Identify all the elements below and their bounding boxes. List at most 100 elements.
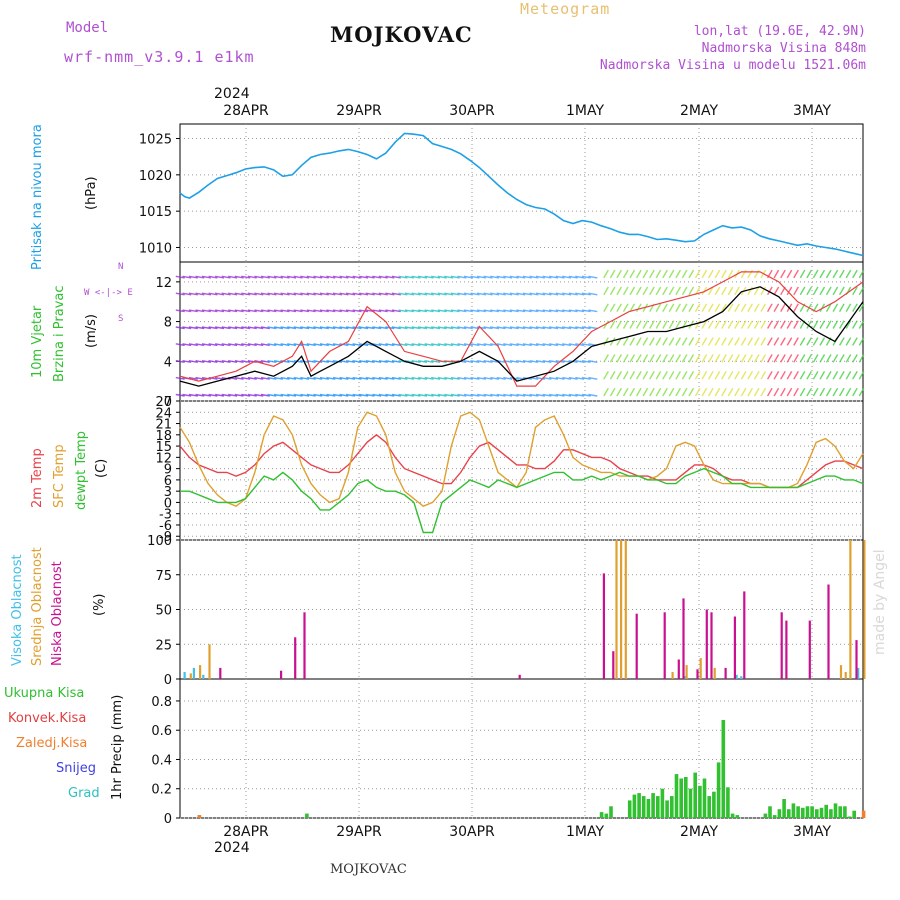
wind-arrow (234, 343, 244, 347)
wind-arrow (326, 343, 336, 347)
ytick-label-temperature: 3 (164, 485, 172, 500)
wind-arrow (228, 343, 238, 347)
wind-arrow (339, 292, 349, 296)
wind-arrow (457, 292, 467, 296)
ytick-label-precipitation: 0.8 (151, 695, 172, 710)
wind-arrow (681, 354, 688, 363)
cloud-bar-2 (827, 584, 830, 679)
wind-arrow (812, 371, 819, 380)
temp-dew-label: dewpt Temp (74, 430, 89, 510)
wind-arrow (838, 286, 845, 296)
temp-sfc-label: SFC Temp (52, 444, 67, 508)
wind-arrow (766, 354, 773, 363)
wind-arrow (838, 371, 845, 380)
wind-arrow (503, 393, 513, 397)
wind-arrow (562, 343, 572, 347)
precip-bar-0 (674, 774, 679, 818)
wind-arrow (319, 343, 329, 347)
wind-arrow (457, 376, 467, 380)
cloud-bar-2 (635, 613, 638, 679)
wind-arrow (535, 326, 546, 330)
wind-arrow (707, 286, 714, 296)
wind-arrow (819, 269, 826, 279)
wind-arrow (496, 376, 506, 380)
wind-arrow (852, 303, 858, 312)
precip-bar-0 (726, 787, 730, 818)
wind-arrow (417, 343, 428, 347)
wind-arrow (542, 343, 552, 347)
wind-arrow (228, 275, 238, 279)
panel-frame-temperature (179, 400, 864, 541)
wind-arrow (542, 292, 552, 296)
cloud-bar-0 (202, 674, 205, 679)
wind-arrow (675, 337, 682, 346)
wind-arrow (662, 320, 668, 329)
wind-arrow (753, 320, 760, 329)
wind-arrow (629, 320, 636, 329)
wind-arrow (378, 343, 388, 347)
wind-arrow (675, 303, 682, 312)
wind-arrow (701, 269, 708, 279)
wind-arrow (535, 376, 546, 380)
model-label: Model (66, 20, 109, 36)
wind-arrow (267, 360, 277, 363)
wind-arrow (319, 309, 329, 313)
wind-arrow (195, 326, 205, 330)
wind-arrow (509, 326, 519, 330)
wind-arrow (411, 343, 421, 347)
cloud-bar-2 (219, 667, 222, 679)
wind-arrow (391, 376, 401, 380)
wind-arrow (470, 309, 480, 313)
wind-arrow (241, 376, 251, 380)
wind-arrow (581, 393, 591, 397)
wind-arrow (431, 376, 441, 380)
wind-arrow (529, 343, 539, 347)
cloud-bar-1 (849, 540, 852, 679)
wind-arrow (313, 309, 323, 313)
wind-arrow (444, 275, 454, 279)
wind-arrow (825, 371, 832, 380)
wind-arrow (254, 292, 264, 296)
ytick-label-temperature: 27 (155, 395, 172, 410)
wind-arrow (753, 269, 760, 279)
wind-arrow (385, 376, 395, 380)
wind-arrow (793, 303, 799, 312)
precip-bar-0 (646, 799, 651, 818)
ytick-label-temperature: 9 (164, 463, 172, 478)
wind-arrow (609, 354, 616, 363)
precip-snow-label: Snijeg (56, 761, 96, 776)
ytick-label-temperature: 18 (155, 429, 172, 444)
cloud-bar-2 (602, 573, 605, 679)
wind-arrow (603, 286, 609, 296)
wind-arrow (799, 371, 806, 380)
wind-arrow (221, 275, 231, 279)
wind-arrow (760, 371, 767, 380)
wind-arrow (568, 309, 578, 313)
wind-arrow (721, 286, 727, 296)
wind-arrow (734, 320, 740, 329)
wind-arrow (365, 275, 375, 279)
precip-bar-0 (796, 806, 800, 818)
wind-arrow (799, 387, 806, 397)
wind-arrow (819, 387, 826, 397)
wind-arrow (221, 360, 231, 363)
wind-arrow (773, 303, 780, 312)
wind-arrow (182, 309, 192, 313)
wind-arrow (635, 320, 642, 329)
wind-arrow (609, 286, 616, 296)
wind-arrow (391, 292, 401, 296)
wind-arrow (649, 286, 655, 296)
day-label-bottom: 28APR (223, 824, 269, 840)
wind-arrow (838, 269, 845, 279)
wind-arrow (707, 320, 714, 329)
wind-arrow (476, 376, 487, 380)
wind-arrow (707, 269, 714, 279)
wind-arrow (522, 309, 532, 313)
wind-arrow (780, 303, 786, 312)
wind-arrow (404, 326, 415, 330)
wind-arrow (766, 387, 773, 397)
wind-arrow (780, 354, 786, 363)
wind-arrow (175, 343, 185, 347)
wind-arrow (845, 303, 852, 312)
wind-arrow (280, 393, 290, 397)
